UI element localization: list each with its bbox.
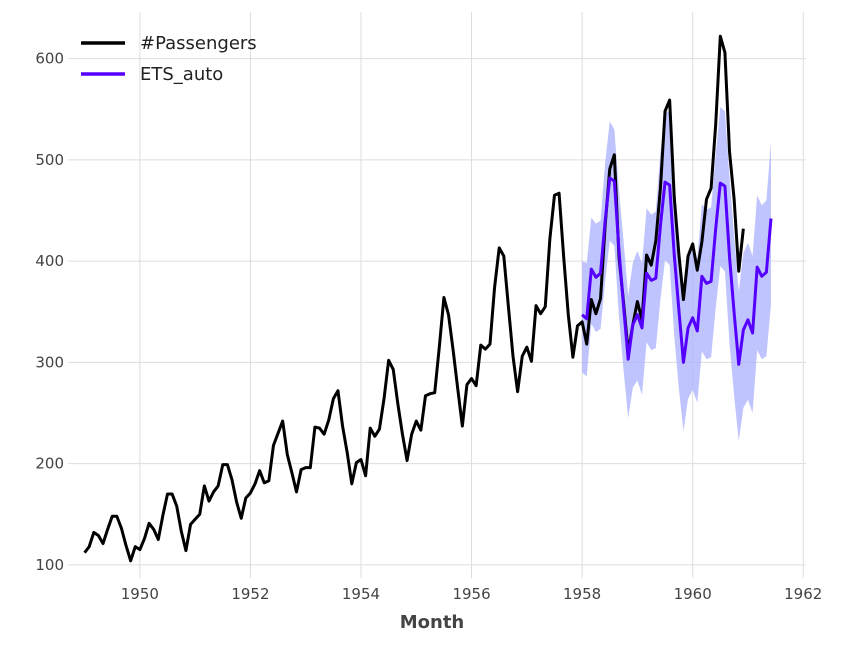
x-tick-label: 1952 [231,585,269,603]
x-tick-label: 1956 [452,585,490,603]
y-tick-label: 100 [35,556,64,574]
x-tick-label: 1950 [121,585,159,603]
x-axis-ticks: 1950 1952 1954 1956 1958 1960 1962 [121,585,823,603]
x-tick-label: 1962 [784,585,822,603]
x-tick-label: 1958 [563,585,601,603]
legend: #Passengers ETS_auto [81,33,257,85]
x-tick-label: 1954 [342,585,380,603]
x-tick-label: 1960 [674,585,712,603]
legend-label: #Passengers [140,33,257,54]
y-axis-ticks: 100 200 300 400 500 600 [35,50,64,574]
y-tick-label: 200 [35,455,64,473]
series-lines [83,34,773,563]
y-tick-label: 600 [35,50,64,68]
y-tick-label: 500 [35,151,64,169]
legend-label: ETS_auto [140,64,223,85]
y-tick-label: 400 [35,252,64,270]
series-line-ets-auto [581,176,773,366]
y-tick-label: 300 [35,353,64,371]
x-axis-title: Month [400,612,465,633]
